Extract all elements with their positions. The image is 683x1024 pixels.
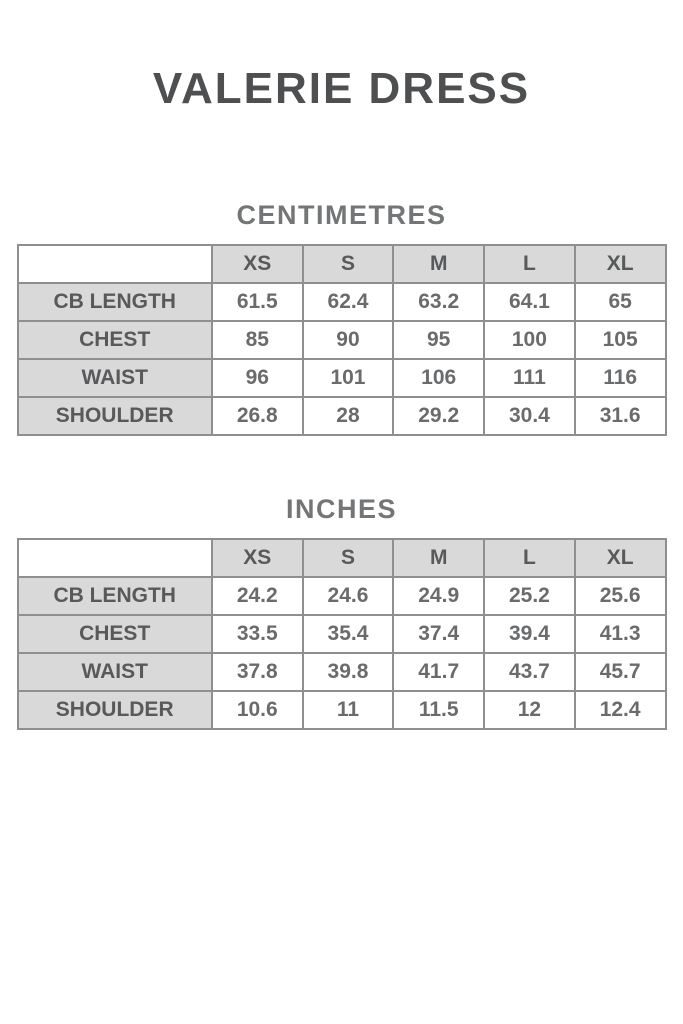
page-title: VALERIE DRESS [152,64,531,113]
measurement-value: 39.8 [301,652,395,692]
table-header-row: XS S M L XL [16,538,667,578]
measurement-value: 25.2 [483,576,576,616]
measurement-label: WAIST [16,358,213,398]
size-column-header: S [301,538,395,578]
measurement-label: CB LENGTH [16,576,213,616]
measurement-label: CHEST [16,614,213,654]
measurement-value: 63.2 [392,282,486,322]
size-column-header: XS [210,538,304,578]
size-column-header: XL [573,244,667,284]
measurement-value: 90 [301,320,395,360]
measurement-value: 106 [392,358,486,398]
measurement-value: 37.4 [392,614,486,654]
corner-cell [16,244,213,284]
table-row: CHEST 85 90 95 100 105 [16,320,667,360]
size-column-header: L [483,538,576,578]
table-row: CB LENGTH 24.2 24.6 24.9 25.2 25.6 [16,576,667,616]
measurement-value: 111 [483,358,576,398]
table-row: WAIST 96 101 106 111 116 [16,358,667,398]
measurement-value: 100 [483,320,576,360]
measurement-value: 12.4 [573,690,667,730]
measurement-value: 29.2 [392,396,486,436]
table-row: CB LENGTH 61.5 62.4 63.2 64.1 65 [16,282,667,322]
measurement-value: 116 [573,358,667,398]
section-heading-centimetres: CENTIMETRES [236,200,447,230]
size-column-header: L [483,244,576,284]
table-row: WAIST 37.8 39.8 41.7 43.7 45.7 [16,652,667,692]
measurement-value: 41.3 [573,614,667,654]
table-row: SHOULDER 26.8 28 29.2 30.4 31.6 [16,396,667,436]
measurement-value: 31.6 [573,396,667,436]
measurement-value: 96 [210,358,304,398]
measurement-value: 11.5 [392,690,486,730]
measurement-value: 35.4 [301,614,395,654]
section-heading-inches: INCHES [285,494,397,524]
measurement-value: 28 [301,396,395,436]
size-column-header: S [301,244,395,284]
measurement-value: 10.6 [210,690,304,730]
measurement-label: CHEST [16,320,213,360]
measurement-value: 37.8 [210,652,304,692]
measurement-value: 33.5 [210,614,304,654]
measurement-value: 61.5 [210,282,304,322]
table-row: SHOULDER 10.6 11 11.5 12 12.4 [16,690,667,730]
size-table-inches: XS S M L XL CB LENGTH 24.2 24.6 24.9 25.… [16,538,667,730]
measurement-value: 30.4 [483,396,576,436]
measurement-value: 11 [301,690,395,730]
table-row: CHEST 33.5 35.4 37.4 39.4 41.3 [16,614,667,654]
measurement-value: 65 [573,282,667,322]
measurement-value: 41.7 [392,652,486,692]
measurement-value: 95 [392,320,486,360]
size-column-header: XS [210,244,304,284]
measurement-value: 26.8 [210,396,304,436]
measurement-value: 101 [301,358,395,398]
table-header-row: XS S M L XL [16,244,667,284]
corner-cell [16,538,213,578]
measurement-label: SHOULDER [16,690,213,730]
measurement-value: 64.1 [483,282,576,322]
size-column-header: M [392,538,486,578]
measurement-value: 62.4 [301,282,395,322]
measurement-value: 105 [573,320,667,360]
measurement-value: 45.7 [573,652,667,692]
measurement-value: 85 [210,320,304,360]
measurement-value: 24.6 [301,576,395,616]
measurement-value: 24.9 [392,576,486,616]
size-table-centimetres: XS S M L XL CB LENGTH 61.5 62.4 63.2 64.… [16,244,667,436]
measurement-value: 39.4 [483,614,576,654]
measurement-value: 12 [483,690,576,730]
size-column-header: M [392,244,486,284]
measurement-label: SHOULDER [16,396,213,436]
measurement-value: 25.6 [573,576,667,616]
measurement-label: CB LENGTH [16,282,213,322]
measurement-value: 43.7 [483,652,576,692]
measurement-value: 24.2 [210,576,304,616]
measurement-label: WAIST [16,652,213,692]
size-column-header: XL [573,538,667,578]
